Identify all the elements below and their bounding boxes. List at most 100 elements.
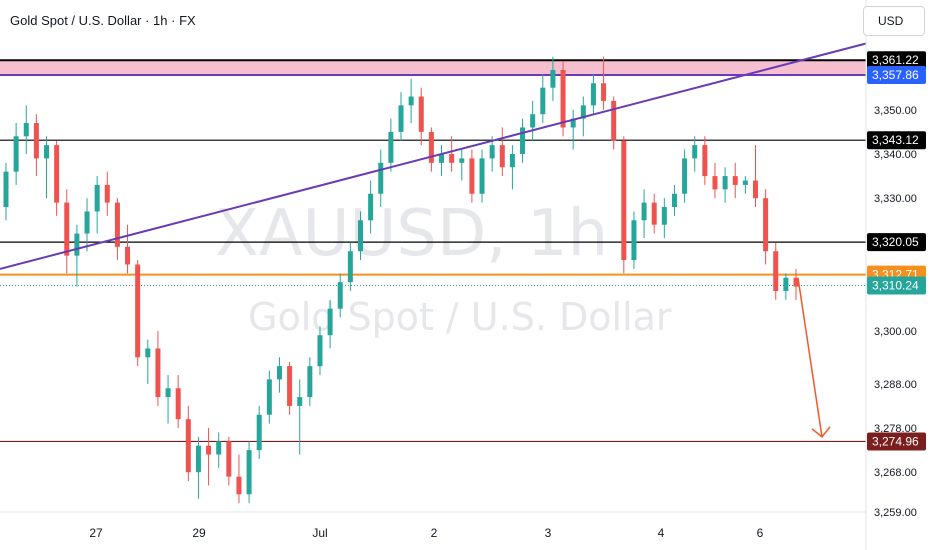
candle-body [702,145,708,177]
candle-body [276,366,282,380]
candle-body [206,445,212,455]
candle-body [236,476,242,495]
candle-body [216,441,222,455]
price-tick-label: 3,340.00 [874,149,917,161]
zone-band [0,60,866,76]
candle-body [722,176,728,190]
price-label-box [867,233,926,252]
candle-body [439,153,445,163]
price-label-text: 3,310.24 [872,279,919,293]
watermark-name: Gold Spot / U.S. Dollar [248,295,672,339]
candle-body [661,207,667,225]
currency-button[interactable]: USD [863,6,925,36]
candle-body [793,277,799,287]
candle-body [520,127,526,154]
time-tick-label: 2 [431,526,438,540]
candle-body [317,335,323,367]
candle-body [712,176,718,190]
candle-body [408,96,414,106]
price-label-text: 3,274.96 [872,434,919,448]
price-tick-label: 3,259.00 [874,507,917,519]
time-tick-label: Jul [312,526,327,540]
candle-body [266,379,272,415]
candle-body [104,184,110,203]
arrow-head [811,426,831,438]
candle-body [3,171,9,208]
price-label-text: 3,320.05 [872,235,919,249]
candle-body [246,450,252,495]
price-label-text: 3,343.12 [872,133,919,147]
price-label-box [867,432,926,451]
candle-body [621,140,627,261]
candle-body [682,158,688,194]
time-tick-label: 6 [757,526,764,540]
candle-body [54,145,60,203]
candle-body [783,277,789,291]
price-label-text: 3,361.22 [872,53,919,67]
candle-body [489,145,495,159]
candle-body [185,419,191,473]
candle-body [378,162,384,194]
price-tick-label: 3,330.00 [874,193,917,205]
candle-body [135,264,141,358]
price-label-text: 3,357.86 [872,68,919,82]
candle-body [64,202,70,256]
horizontal-lines [0,59,866,443]
candle-body [287,366,293,406]
candle-body [580,105,586,119]
candle-body [601,83,607,101]
candle-body [550,70,556,88]
price-labels: 3,361.223,357.863,343.123,320.053,312.71… [867,51,926,451]
time-tick-label: 4 [658,526,665,540]
candle-body [418,96,424,132]
chart-title: Gold Spot / U.S. Dollar · 1h · FX [10,13,196,28]
candle-body [195,445,201,473]
candle-body [428,131,434,163]
symbol-watermark: XAUUSD, 1h Gold Spot / U.S. Dollar [215,197,672,339]
price-tick-label: 3,300.00 [874,326,917,338]
candle-body [479,158,485,194]
candle-body [33,123,39,159]
forecast-arrow[interactable] [797,277,831,438]
price-label-box [867,131,926,150]
candle-body [763,198,769,252]
candle-body [388,131,394,163]
candle-body [125,246,131,265]
price-tick-label: 3,288.00 [874,379,917,391]
price-tick-label: 3,278.00 [874,423,917,435]
candle-body [145,348,151,358]
candle-body [337,282,343,309]
candle-body [398,105,404,132]
candle-body [590,83,596,106]
price-label-box [867,51,926,70]
time-tick-label: 3 [545,526,552,540]
candle-body [692,145,698,159]
price-label-box [867,276,926,295]
candle-body [175,388,181,420]
candle-body [752,180,758,199]
time-tick-label: 29 [192,526,206,540]
candle-body [23,123,29,137]
candle-body [347,251,353,283]
candle-body [155,348,161,398]
candle-body [94,184,100,212]
candle-body [307,366,313,398]
candle-body [327,308,333,336]
candle-body [74,233,80,256]
candle-body [469,158,475,194]
candle-body [368,193,374,221]
trendline[interactable] [0,42,867,270]
price-tick-label: 3,268.00 [874,467,917,479]
candle-body [357,220,363,252]
candle-body [114,202,120,247]
candle-body [530,114,536,128]
candle-body [449,153,455,163]
candle-body [570,118,576,128]
candle-body [13,136,19,172]
candle-body [742,180,748,185]
price-label-box [867,66,926,85]
price-tick-label: 3,350.00 [874,105,917,117]
time-axis[interactable]: 27 29 Jul 2 3 4 6 [0,511,866,540]
candle-body [165,388,171,398]
